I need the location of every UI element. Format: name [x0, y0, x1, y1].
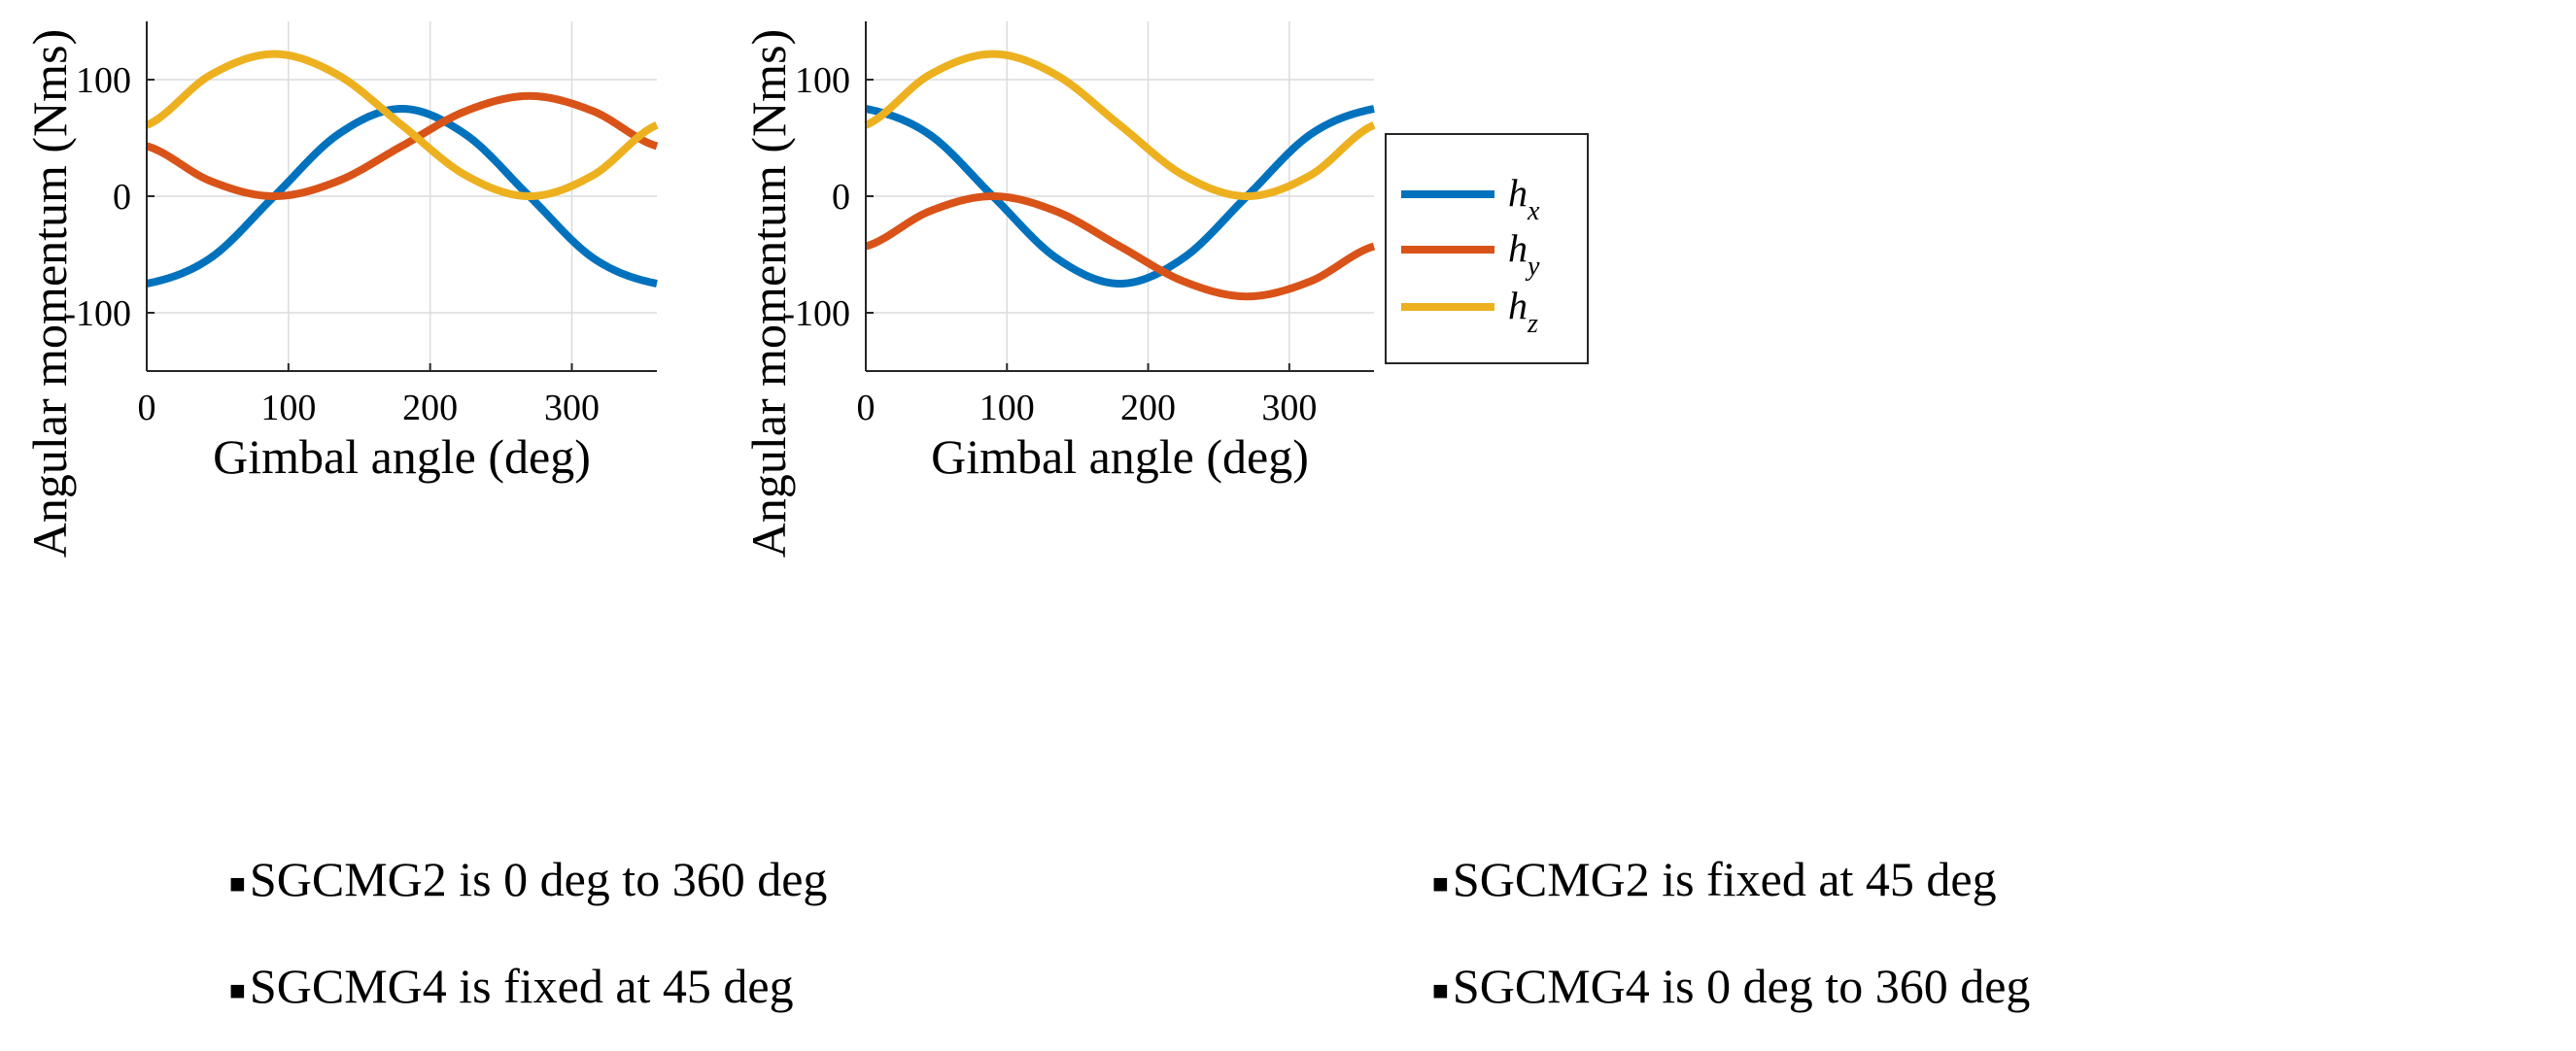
- chart-left: 0 100 200 300 100 0 -100 Gimbal angle (deg) Angu…: [22, 21, 659, 558]
- x-axis-title: Gimbal angle (deg): [931, 429, 1309, 484]
- caption-right-line-2: ■SGCMG4 is 0 deg to 360 deg: [1432, 962, 2030, 1010]
- legend-symbol: h: [1508, 284, 1528, 327]
- legend-subscript: y: [1525, 252, 1540, 282]
- x-axis-title: Gimbal angle (deg): [213, 429, 591, 484]
- series-line-hz: [864, 50, 1376, 200]
- y-axis-title: Angular momentum (Nms): [741, 29, 796, 558]
- legend-subscript: x: [1527, 196, 1540, 226]
- legend-label-hz: hz: [1508, 284, 1538, 339]
- caption-left-line-1: ■SGCMG2 is 0 deg to 360 deg: [229, 855, 827, 903]
- bullet-icon: ■: [1432, 975, 1449, 1006]
- caption-left-text-1: SGCMG2 is 0 deg to 360 deg: [249, 852, 828, 906]
- caption-left-text-2: SGCMG4 is fixed at 45 deg: [249, 959, 794, 1013]
- series-line-hz: [145, 50, 659, 200]
- legend-symbol: h: [1508, 171, 1528, 215]
- series-line-hx: [145, 105, 659, 288]
- y-tick-label: -100: [63, 293, 131, 334]
- legend-label-hx: hx: [1508, 171, 1540, 226]
- caption-right-line-1: ■SGCMG2 is fixed at 45 deg: [1432, 855, 1997, 903]
- x-tick-label: 200: [402, 388, 458, 428]
- legend-label-hy: hy: [1508, 226, 1540, 282]
- x-tick-label: 300: [1261, 388, 1317, 428]
- chart-right: 0 100 200 300 100 0 -100 Gimbal angle (deg) Angu…: [741, 21, 1376, 558]
- y-tick-label: -100: [782, 293, 850, 334]
- legend-symbol: h: [1508, 226, 1528, 270]
- bullet-icon: ■: [229, 868, 246, 899]
- y-tick-label: 100: [795, 60, 850, 101]
- y-tick-label: 0: [113, 177, 131, 218]
- caption-right-text-1: SGCMG2 is fixed at 45 deg: [1452, 852, 1997, 906]
- caption-right-text-2: SGCMG4 is 0 deg to 360 deg: [1452, 959, 2031, 1013]
- x-tick-label: 100: [979, 388, 1035, 428]
- legend-subscript: z: [1527, 309, 1538, 339]
- caption-left-line-2: ■SGCMG4 is fixed at 45 deg: [229, 962, 794, 1010]
- x-tick-label: 0: [857, 388, 876, 428]
- series-line-hx: [864, 105, 1376, 288]
- series-line-hy: [864, 192, 1376, 301]
- x-tick-label: 0: [138, 388, 156, 428]
- bullet-icon: ■: [229, 975, 246, 1006]
- x-tick-label: 200: [1120, 388, 1176, 428]
- x-tick-label: 100: [260, 388, 316, 428]
- bullet-icon: ■: [1432, 868, 1449, 899]
- y-tick-label: 0: [832, 177, 850, 218]
- series-line-hy: [145, 91, 659, 200]
- y-axis-title: Angular momentum (Nms): [22, 29, 77, 558]
- y-tick-label: 100: [76, 60, 131, 101]
- x-tick-label: 300: [544, 388, 600, 428]
